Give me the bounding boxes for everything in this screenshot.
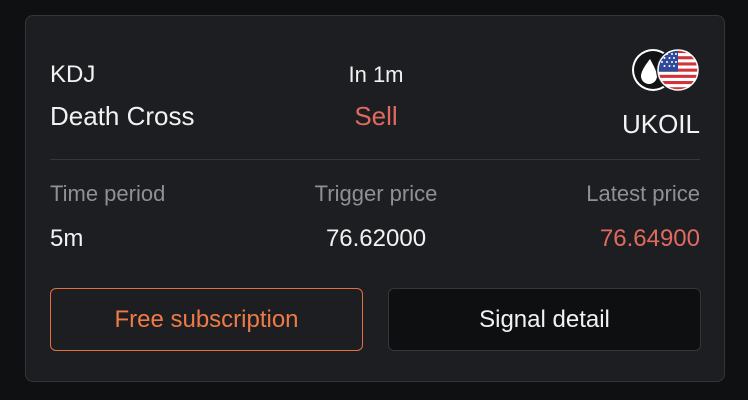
- signal-card: KDJ Death Cross In 1m Sell: [25, 15, 725, 382]
- signal-detail-button[interactable]: Signal detail: [388, 288, 701, 351]
- free-subscription-button[interactable]: Free subscription: [50, 288, 363, 351]
- trigger-price-label: Trigger price: [314, 181, 438, 206]
- latest-price-label: Latest price: [586, 181, 700, 206]
- trigger-price-value: 76.62000: [325, 225, 427, 252]
- divider: [50, 159, 700, 160]
- signal-interval: In 1m: [348, 62, 404, 87]
- time-period-label: Time period: [50, 181, 166, 206]
- signal-direction: Sell: [354, 101, 398, 131]
- us-flag-icon: [656, 48, 700, 92]
- indicator-name: KDJ: [50, 61, 96, 88]
- asset-icon-group: [632, 48, 700, 92]
- signal-name: Death Cross: [50, 101, 195, 131]
- time-period-value: 5m: [50, 225, 84, 252]
- asset-symbol: UKOIL: [621, 109, 700, 139]
- latest-price-value: 76.64900: [599, 225, 700, 252]
